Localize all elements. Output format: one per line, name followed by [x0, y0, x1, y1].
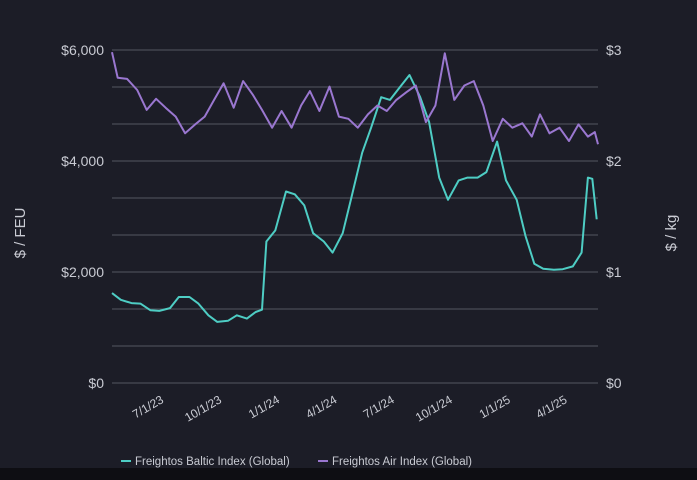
series-line-baltic-index [111, 74, 598, 323]
x-tick-labels: 7/1/23 10/1/23 1/1/24 4/1/24 7/1/24 10/1/24 1/… [130, 392, 570, 424]
x-tick-label: 10/1/24 [413, 392, 455, 424]
y-right-tick-label: $0 [606, 375, 622, 391]
y-left-tick-label: $0 [88, 375, 104, 391]
x-tick-label: 4/1/25 [533, 392, 569, 421]
legend: Freightos Baltic Index (Global) Freightos… [121, 456, 472, 468]
y-left-tick-label: $4,000 [61, 153, 104, 169]
y-left-tick-label: $2,000 [61, 264, 104, 280]
legend-item-baltic-index: Freightos Baltic Index (Global) [121, 456, 290, 468]
legend-item-air-index: Freightos Air Index (Global) [318, 456, 472, 468]
y-right-tick-label: $3 [606, 42, 622, 58]
bottom-strip [0, 468, 697, 480]
x-tick-label: 4/1/24 [303, 392, 339, 421]
y-left-tick-labels: $0 $2,000 $4,000 $6,000 [61, 42, 104, 391]
y-right-tick-labels: $0 $1 $2 $3 [606, 42, 622, 391]
series-line-air-index [111, 51, 599, 145]
line-chart: $0 $2,000 $4,000 $6,000 $0 $1 $2 $3 7/1/23 10/1… [12, 42, 680, 468]
y-left-axis-title: $ / FEU [12, 208, 29, 259]
x-tick-label: 10/1/23 [182, 392, 224, 424]
x-tick-label: 7/1/24 [361, 392, 397, 421]
y-right-tick-label: $2 [606, 153, 622, 169]
gridlines [112, 49, 598, 384]
legend-label: Freightos Air Index (Global) [332, 456, 472, 468]
series-lines [111, 51, 599, 323]
legend-label: Freightos Baltic Index (Global) [135, 456, 290, 468]
x-tick-label: 1/1/25 [477, 392, 513, 421]
x-tick-label: 1/1/24 [246, 392, 282, 421]
y-right-tick-label: $1 [606, 264, 622, 280]
y-left-tick-label: $6,000 [61, 42, 104, 58]
x-tick-label: 7/1/23 [130, 392, 166, 421]
y-right-axis-title: $ / kg [663, 215, 680, 252]
